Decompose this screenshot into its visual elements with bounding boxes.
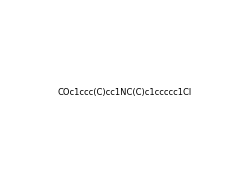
Text: COc1ccc(C)cc1NC(C)c1ccccc1Cl: COc1ccc(C)cc1NC(C)c1ccccc1Cl bbox=[58, 89, 192, 97]
